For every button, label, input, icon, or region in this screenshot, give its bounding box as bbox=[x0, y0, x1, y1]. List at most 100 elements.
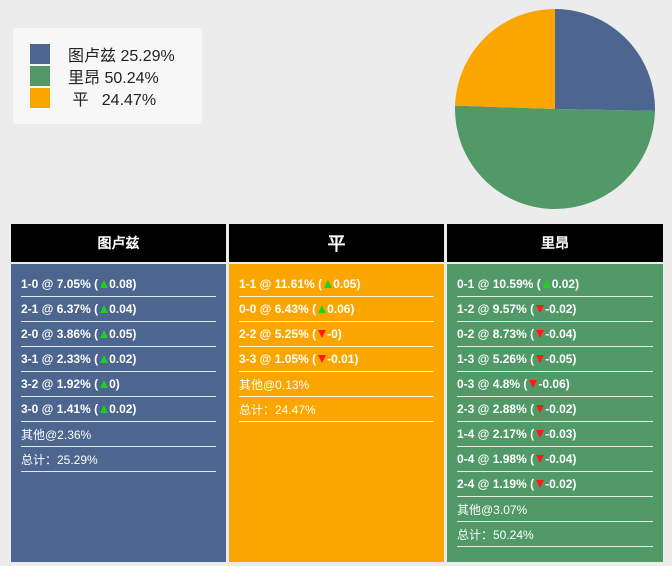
odds-change: 0.06) bbox=[327, 302, 355, 316]
odds-change: -0.03) bbox=[545, 427, 577, 441]
arrow-up-icon bbox=[100, 330, 109, 338]
score-text: 1-1 @ 11.61% ( bbox=[239, 277, 323, 291]
column-toulouse: 图卢兹 1-0 @ 7.05% ( 0.08) 2-1 @ 6.37% (0.04)… bbox=[11, 224, 226, 562]
legend-label: 里昂 50.24% bbox=[68, 70, 159, 87]
score-text: 2-0 @ 3.86% ( bbox=[21, 327, 99, 341]
score-text: 0-2 @ 8.73% ( bbox=[457, 327, 535, 341]
score-row: 1-3 @ 5.26% ( -0.05) bbox=[457, 347, 653, 372]
arrow-down-icon bbox=[318, 355, 327, 363]
arrow-down-icon bbox=[536, 430, 545, 438]
legend-label: 图卢兹 25.29% bbox=[68, 48, 175, 65]
arrow-up-icon bbox=[324, 280, 333, 288]
legend-item-toulouse[interactable]: 图卢兹 25.29% bbox=[30, 44, 175, 65]
legend-label: 平 24.47% bbox=[68, 92, 157, 109]
legend-item-draw[interactable]: 平 24.47% bbox=[30, 88, 157, 109]
column-header: 里昂 bbox=[447, 224, 663, 262]
score-text: 0-4 @ 1.98% ( bbox=[457, 452, 535, 466]
score-text: 2-2 @ 5.25% ( bbox=[239, 327, 317, 341]
odds-change: 0.02) bbox=[109, 402, 137, 416]
score-row: 2-0 @ 3.86% ( 0.05) bbox=[21, 322, 216, 347]
score-row: 3-3 @ 1.05% (-0.01) bbox=[239, 347, 434, 372]
score-text: 1-3 @ 5.26% ( bbox=[457, 352, 535, 366]
score-text: 3-1 @ 2.33% ( bbox=[21, 352, 99, 366]
score-text: 0-3 @ 4.8% ( bbox=[457, 377, 528, 391]
column-body: 0-1 @ 10.59% ( 0.02) 1-2 @ 9.57% ( -0.02) 0-… bbox=[447, 264, 663, 562]
score-row: 1-0 @ 7.05% ( 0.08) bbox=[21, 272, 216, 297]
score-row: 1-2 @ 9.57% ( -0.02) bbox=[457, 297, 653, 322]
score-row: 0-1 @ 10.59% ( 0.02) bbox=[457, 272, 653, 297]
score-row: 1-1 @ 11.61% ( 0.05) bbox=[239, 272, 434, 297]
pie-slice-2[interactable] bbox=[455, 105, 655, 210]
total-row: 总计：50.24% bbox=[457, 522, 653, 547]
odds-change: -0.06) bbox=[538, 377, 570, 391]
odds-change: -0.04) bbox=[545, 452, 577, 466]
score-text: 2-3 @ 2.88% ( bbox=[457, 402, 535, 416]
column-body: 1-0 @ 7.05% (0.08) 2-1 @ 6.37% (0.04) 2-0 … bbox=[11, 264, 226, 562]
score-row: 0-3 @ 4.8% ( -0.06) bbox=[457, 372, 653, 397]
score-text: 3-2 @ 1.92% ( bbox=[21, 377, 99, 391]
arrow-up-icon bbox=[100, 305, 109, 313]
odds-change: 0.02) bbox=[551, 277, 580, 291]
odds-change: 0.02) bbox=[109, 352, 137, 366]
odds-change: 0) bbox=[109, 377, 120, 391]
arrow-down-icon bbox=[529, 380, 538, 388]
arrow-down-icon bbox=[536, 455, 545, 463]
total-row: 总计：24.47% bbox=[239, 397, 434, 422]
score-row: 2-3 @ 2.88% ( -0.02) bbox=[457, 397, 653, 422]
score-row: 0-4 @ 1.98% ( -0.04) bbox=[457, 447, 653, 472]
legend-swatch bbox=[30, 66, 50, 86]
column-lyon: 里昂 0-1 @ 10.59% ( 0.02) 1-2 @ 9.57% ( -0.02… bbox=[447, 224, 663, 562]
arrow-down-icon bbox=[318, 330, 327, 338]
score-text: 2-1 @ 6.37% ( bbox=[21, 302, 99, 316]
arrow-down-icon bbox=[536, 330, 545, 338]
arrow-down-icon bbox=[536, 355, 545, 363]
score-table: 图卢兹 1-0 @ 7.05% ( 0.08) 2-1 @ 6.37% (0.04)… bbox=[11, 224, 663, 562]
score-row: 0-2 @ 8.73% ( -0.04) bbox=[457, 322, 653, 347]
column-body: 1-1 @ 11.61% ( 0.05) 0-0 @ 6.43% ( 0.06) 2-2… bbox=[229, 264, 444, 562]
odds-change: -0.02) bbox=[545, 477, 577, 491]
arrow-up-icon bbox=[100, 280, 109, 288]
pie-slice-1[interactable] bbox=[555, 9, 655, 111]
other-row: 其他@2.36% bbox=[21, 422, 216, 447]
score-text: 2-4 @ 1.19% ( bbox=[457, 477, 535, 491]
arrow-down-icon bbox=[536, 305, 545, 313]
odds-change: 0.08) bbox=[109, 277, 137, 291]
score-text: 1-4 @ 2.17% ( bbox=[457, 427, 535, 441]
score-row: 3-1 @ 2.33% ( 0.02) bbox=[21, 347, 216, 372]
score-text: 1-0 @ 7.05% ( bbox=[21, 277, 99, 291]
legend-swatch bbox=[30, 88, 50, 108]
odds-change: -0.02) bbox=[545, 402, 577, 416]
arrow-up-icon bbox=[318, 305, 327, 313]
odds-change: -0.05) bbox=[545, 352, 577, 366]
chart-legend: 图卢兹 25.29% 里昂 50.24% 平 24.47% bbox=[13, 28, 202, 124]
score-text: 3-3 @ 1.05% ( bbox=[239, 352, 317, 366]
score-text: 3-0 @ 1.41% ( bbox=[21, 402, 99, 416]
odds-change: -0.04) bbox=[545, 327, 577, 341]
pie-slice-3[interactable] bbox=[455, 9, 555, 109]
total-row: 总计：25.29% bbox=[21, 447, 216, 472]
pie-chart bbox=[455, 9, 655, 210]
odds-change: -0.02) bbox=[545, 302, 577, 316]
arrow-down-icon bbox=[536, 405, 545, 413]
other-row: 其他@3.07% bbox=[457, 497, 653, 522]
arrow-up-icon bbox=[100, 380, 109, 388]
other-row: 其他@0.13% bbox=[239, 372, 434, 397]
score-row: 2-2 @ 5.25% ( -0) bbox=[239, 322, 434, 347]
score-row: 3-0 @ 1.41% ( 0.02) bbox=[21, 397, 216, 422]
arrow-up-icon bbox=[542, 280, 551, 288]
score-row: 2-4 @ 1.19% ( -0.02) bbox=[457, 472, 653, 497]
arrow-up-icon bbox=[100, 405, 109, 413]
score-text: 0-1 @ 10.59% ( bbox=[457, 277, 541, 291]
legend-swatch bbox=[30, 44, 50, 64]
score-row: 2-1 @ 6.37% (0.04) bbox=[21, 297, 216, 322]
odds-change: 0.05) bbox=[333, 277, 361, 291]
column-header: 图卢兹 bbox=[11, 224, 226, 262]
score-row: 3-2 @ 1.92% ( 0) bbox=[21, 372, 216, 397]
odds-change: -0) bbox=[327, 327, 342, 341]
arrow-up-icon bbox=[100, 355, 109, 363]
score-text: 0-0 @ 6.43% ( bbox=[239, 302, 317, 316]
odds-change: 0.05) bbox=[109, 327, 137, 341]
legend-item-lyon[interactable]: 里昂 50.24% bbox=[30, 66, 159, 87]
score-text: 1-2 @ 9.57% ( bbox=[457, 302, 535, 316]
score-row: 1-4 @ 2.17% ( -0.03) bbox=[457, 422, 653, 447]
